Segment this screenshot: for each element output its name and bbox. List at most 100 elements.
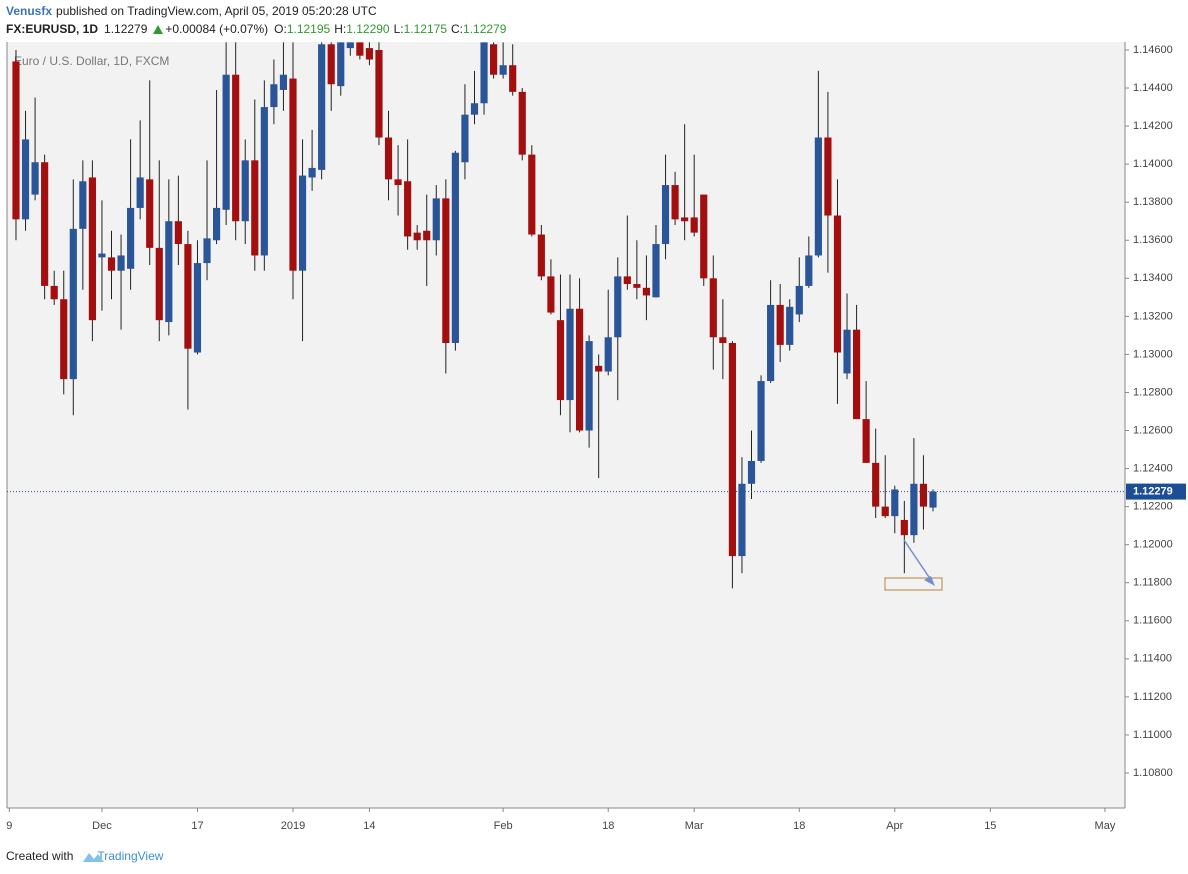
h-value: 1.12290 [346, 22, 390, 36]
candle-body [604, 337, 612, 372]
candle-body [193, 263, 202, 353]
candle-body [318, 44, 326, 170]
candle-body [203, 238, 211, 264]
published-text: published on TradingView.com, April 05, … [56, 4, 377, 18]
candle-body [575, 308, 584, 431]
c-value: 1.12279 [463, 22, 507, 36]
candle-body [757, 381, 765, 461]
candle-body [413, 232, 421, 241]
y-tick-label: 1.11200 [1133, 691, 1172, 703]
candle-body [862, 419, 870, 463]
candle-body [69, 228, 77, 380]
candle-body [671, 185, 679, 220]
candle-body [251, 160, 259, 256]
change: +0.00084 (+0.07%) [165, 22, 268, 36]
x-tick-label: 15 [984, 820, 996, 832]
candle-body [346, 42, 354, 49]
candle-body [814, 137, 822, 256]
candle-body [470, 103, 479, 115]
candle-body [127, 207, 135, 269]
y-tick-label: 1.11600 [1133, 615, 1172, 627]
target-box [884, 577, 943, 591]
y-tick-label: 1.12600 [1133, 424, 1173, 436]
candle-body [394, 179, 402, 186]
candle-body [442, 198, 450, 343]
candle-body [528, 154, 536, 235]
candle-body [212, 207, 221, 241]
tradingview-logo [83, 853, 104, 862]
candle-body [222, 74, 230, 210]
publisher: Venusfx [6, 4, 52, 18]
candle-body [910, 483, 918, 536]
arrow-head [924, 576, 935, 586]
candle-body [547, 276, 555, 313]
candle-body [719, 337, 727, 343]
candle-body [31, 162, 39, 195]
candle-body [155, 247, 163, 321]
candle-body [738, 483, 746, 557]
candle-body [891, 489, 899, 517]
candle-body [824, 137, 832, 216]
y-tick-label: 1.13800 [1133, 196, 1173, 208]
y-tick-label: 1.14400 [1133, 82, 1173, 94]
candle-body [432, 198, 440, 241]
y-tick-label: 1.11400 [1133, 653, 1172, 665]
y-tick-label: 1.14200 [1133, 120, 1173, 132]
candle-body [518, 91, 526, 155]
x-tick-label: Mar [685, 820, 704, 832]
candle-body [174, 221, 182, 245]
candle-body [509, 65, 517, 92]
footer-brand: TradingView [97, 849, 163, 863]
candle-body [700, 194, 708, 279]
plot-background [7, 42, 1125, 808]
candle-body [633, 284, 641, 288]
candle-body [843, 329, 851, 374]
candle-body [786, 306, 794, 345]
candle-body [709, 278, 717, 338]
candle-body [795, 285, 803, 315]
candle-body [595, 365, 603, 372]
footer-created: Created with [6, 849, 73, 863]
candle-body [327, 44, 335, 85]
x-tick-label: 17 [191, 820, 203, 832]
c-label: C: [451, 22, 463, 36]
y-tick-label: 1.12800 [1133, 386, 1173, 398]
candle-body [900, 519, 908, 536]
candle-body [79, 181, 87, 229]
candle-body [767, 304, 775, 382]
header-line-1: Venusfx published on TradingView.com, Apr… [6, 4, 377, 18]
candle-body [776, 304, 784, 345]
l-value: 1.12175 [404, 22, 448, 36]
candle-body [41, 162, 49, 286]
x-tick-label: 18 [793, 820, 805, 832]
candle-body [661, 185, 670, 245]
candle-body [833, 215, 842, 353]
y-tick-label: 1.12200 [1133, 501, 1173, 513]
candle-body [881, 506, 889, 517]
last-price-label: 1.12279 [1133, 485, 1173, 497]
candle-body [490, 44, 498, 75]
candle-body [270, 84, 278, 108]
candle-body [279, 74, 288, 90]
candle-body [21, 139, 30, 220]
y-tick-label: 1.11000 [1133, 729, 1172, 741]
candle-body [365, 48, 373, 60]
candle-body [852, 329, 861, 420]
h-label: H: [334, 22, 346, 36]
candle-body [614, 276, 622, 338]
candle-body [537, 234, 545, 277]
x-tick-label: 14 [363, 820, 375, 832]
y-tick-label: 1.11800 [1133, 577, 1172, 589]
price: 1.12279 [104, 22, 148, 36]
candle-body [289, 78, 297, 271]
last-price-box [1126, 483, 1186, 500]
candle-body [872, 462, 880, 507]
y-tick-label: 1.13600 [1133, 234, 1173, 246]
candle-body [652, 244, 660, 298]
candle-body [88, 177, 96, 321]
x-tick-label: Feb [494, 820, 513, 832]
candle-body [146, 179, 154, 248]
y-tick-label: 1.10800 [1133, 767, 1173, 779]
candle-body [232, 74, 240, 222]
